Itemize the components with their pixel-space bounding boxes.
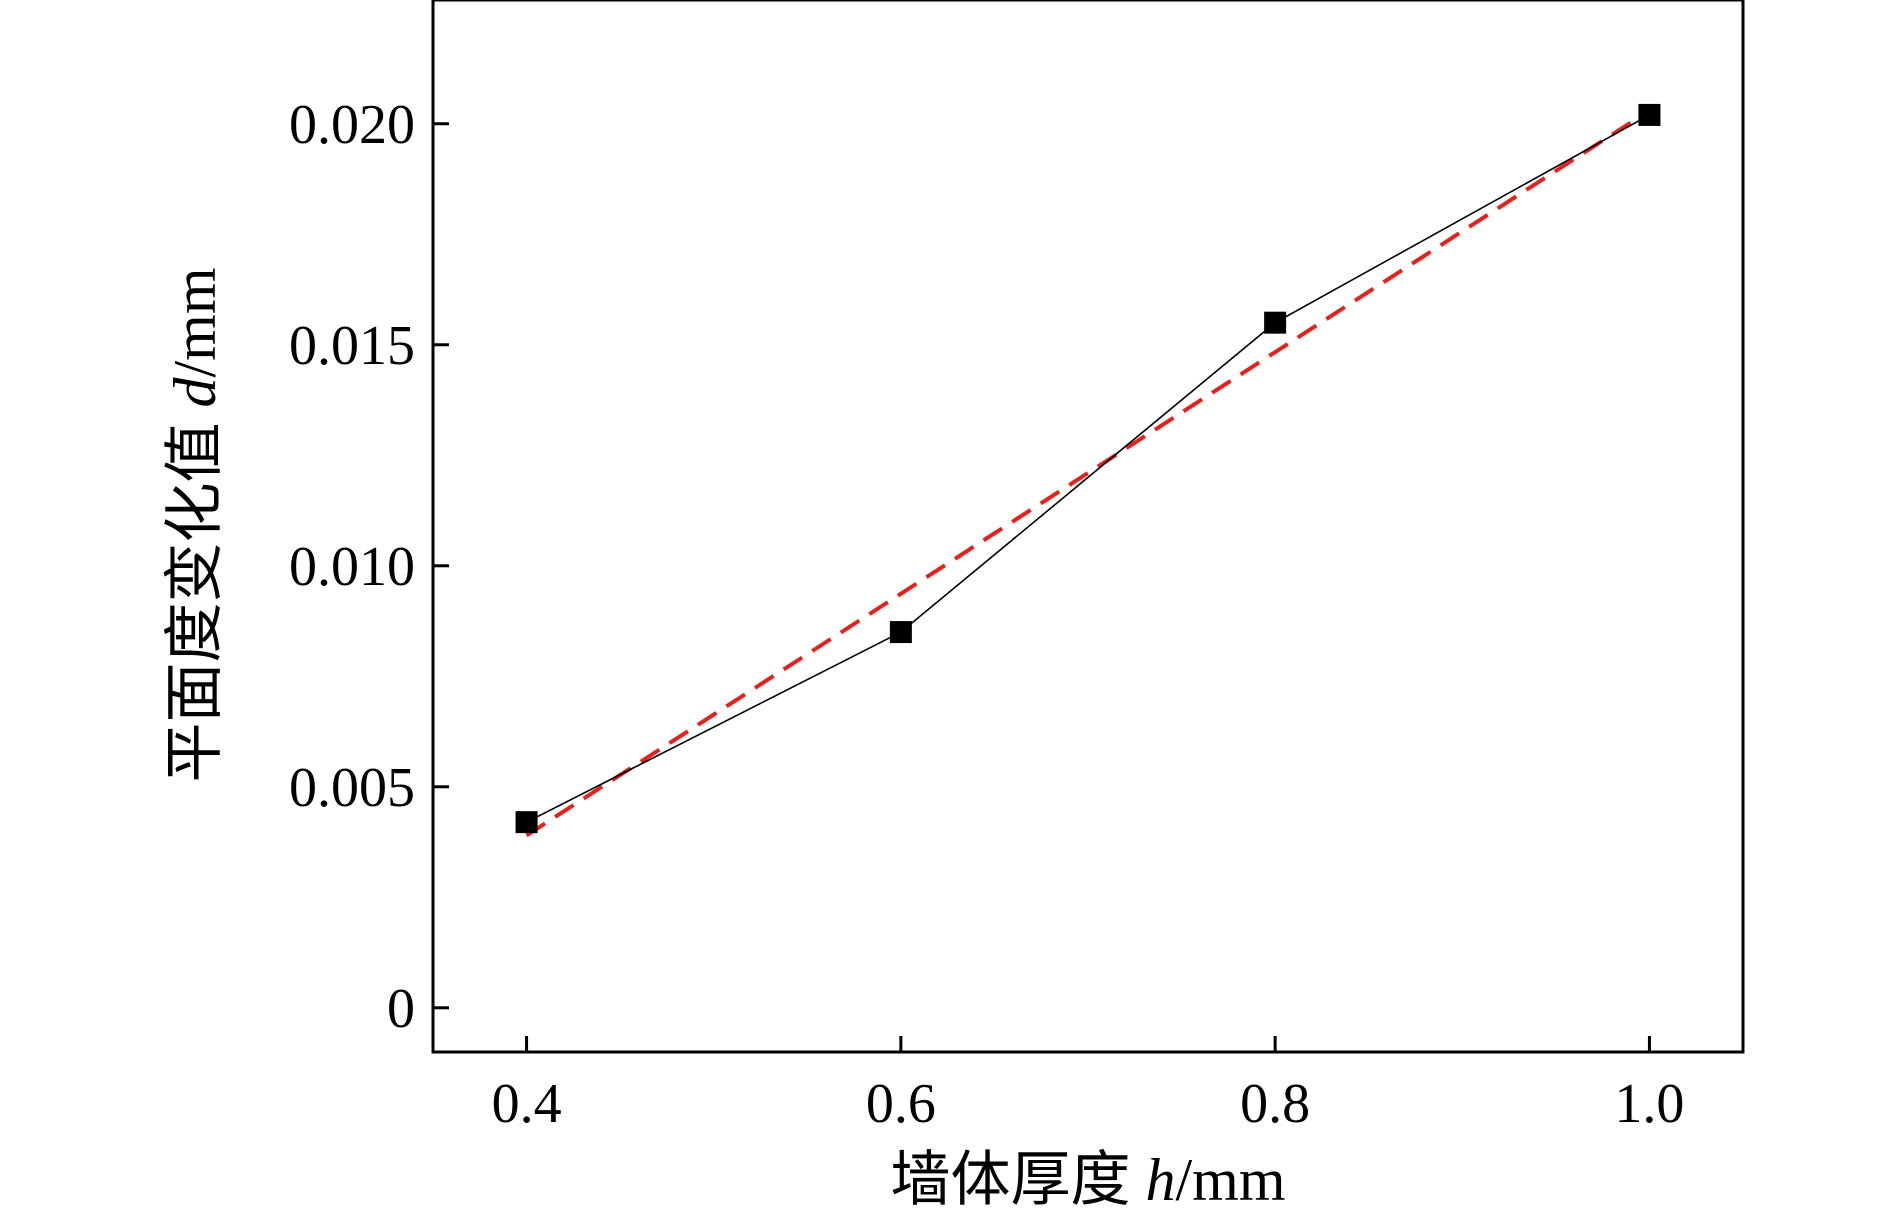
plot-frame [431,0,1745,1054]
y-axis: 0 0.005 0.010 0.015 0.020 [289,94,449,1040]
y-tick-label: 0.020 [289,94,415,156]
x-tick-label: 0.6 [866,1073,936,1135]
fit-line-dashed [525,108,1651,838]
data-line [526,114,1650,823]
data-point-marker [889,621,912,644]
y-tick-label: 0.010 [289,536,415,598]
x-axis: 0.4 0.6 0.8 1.0 [492,1036,1684,1135]
x-tick-label: 0.4 [492,1073,562,1135]
x-tick-label: 1.0 [1614,1073,1684,1135]
data-point-marker [1264,311,1287,334]
y-tick-label: 0 [387,978,415,1040]
x-axis-title: 墙体厚度 h/mm [890,1147,1285,1213]
y-tick-label: 0.005 [289,757,415,819]
x-tick-label: 0.8 [1240,1073,1310,1135]
data-point-marker [1638,103,1661,126]
series-layer [515,103,1661,838]
y-tick-label: 0.015 [289,315,415,377]
y-axis-title: 平面度变化值 d/mm [162,267,228,782]
data-point-marker [515,811,538,834]
